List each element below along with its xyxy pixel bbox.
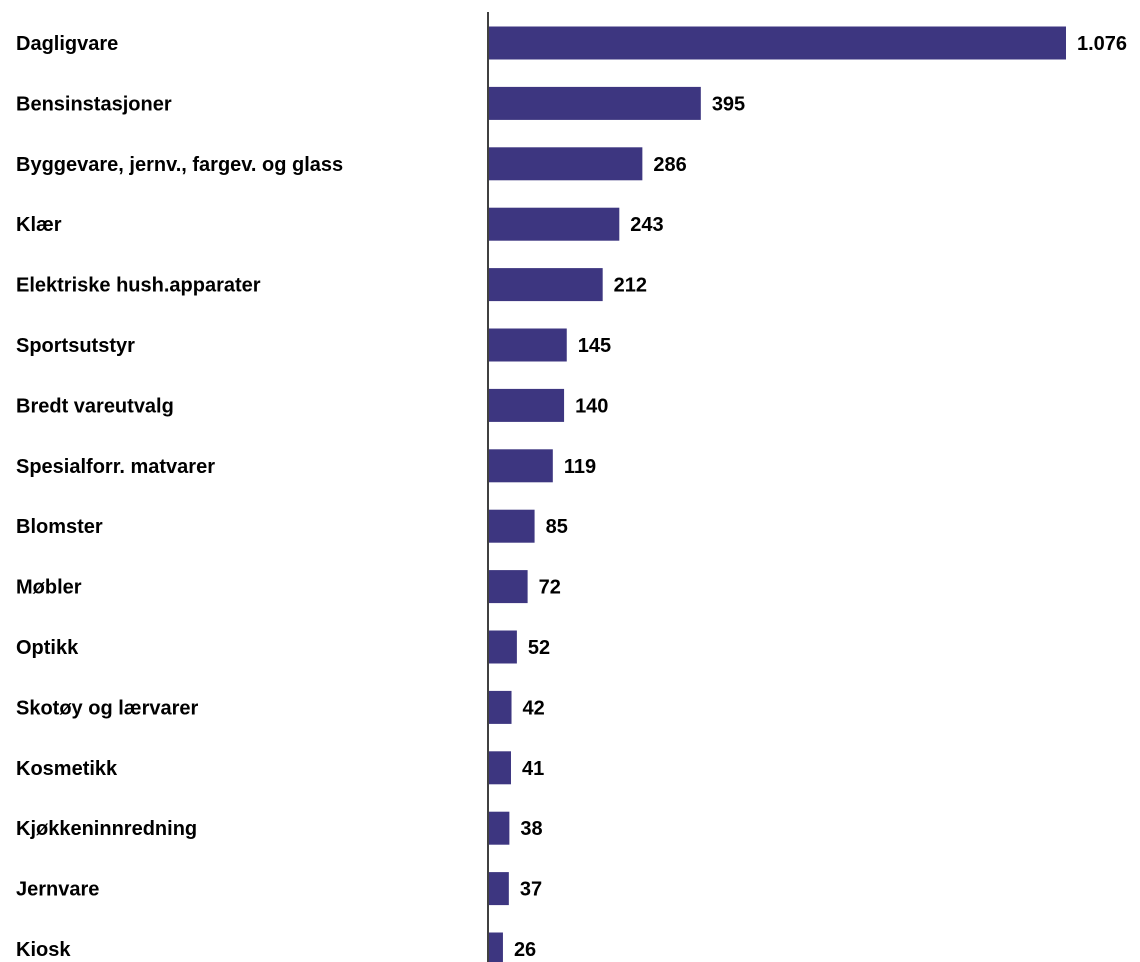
category-label: Klær [16,214,62,236]
data-label: 119 [564,456,596,478]
category-label: Møbler [16,577,82,599]
category-label: Optikk [16,637,79,659]
bar [489,690,512,724]
bar [489,570,528,604]
category-label: Bensinstasjoner [16,93,172,115]
category-label: Spesialforr. matvarer [16,456,215,478]
category-label: Kjøkkeninnredning [16,818,197,840]
data-label: 52 [528,637,550,659]
bar [489,268,603,302]
category-label: Kiosk [16,939,71,961]
category-labels: Dagligvare Bensinstasjoner Byggevare, jern… [16,33,343,961]
category-label: Blomster [16,516,103,538]
data-label: 72 [539,577,561,599]
data-label: 1.076 [1077,33,1127,55]
category-label: Elektriske hush.apparater [16,275,261,297]
category-label: Sportsutstyr [16,335,135,357]
bar [489,509,535,543]
data-label: 38 [520,818,542,840]
bar [489,932,503,962]
data-label: 145 [578,335,611,357]
bar [489,328,567,362]
data-label: 26 [514,939,536,961]
bar [489,207,620,241]
category-label: Byggevare, jernv., fargev. og glass [16,154,343,176]
category-label: Jernvare [16,879,99,901]
bar [489,449,553,483]
bar [489,872,509,906]
bar [489,751,511,785]
bars [489,26,1066,962]
data-label: 41 [522,758,544,780]
category-label: Dagligvare [16,33,118,55]
data-label: 37 [520,879,542,901]
bar [489,86,701,120]
bar [489,26,1066,60]
data-label: 85 [546,516,568,538]
data-label: 395 [712,93,745,115]
category-label: Skotøy og lærvarer [16,697,199,719]
data-label: 42 [523,697,545,719]
category-label: Kosmetikk [16,758,118,780]
bar [489,811,510,845]
bar [489,147,643,181]
category-label: Bredt vareutvalg [16,395,174,417]
bar [489,630,517,664]
data-label: 286 [653,154,686,176]
data-label: 243 [630,214,663,236]
value-labels: 1.076 395 286 243 212 145 140 119 85 72 52 42 41 38 37… [514,33,1127,961]
bar [489,388,565,422]
data-label: 212 [614,275,647,297]
data-label: 140 [575,395,608,417]
